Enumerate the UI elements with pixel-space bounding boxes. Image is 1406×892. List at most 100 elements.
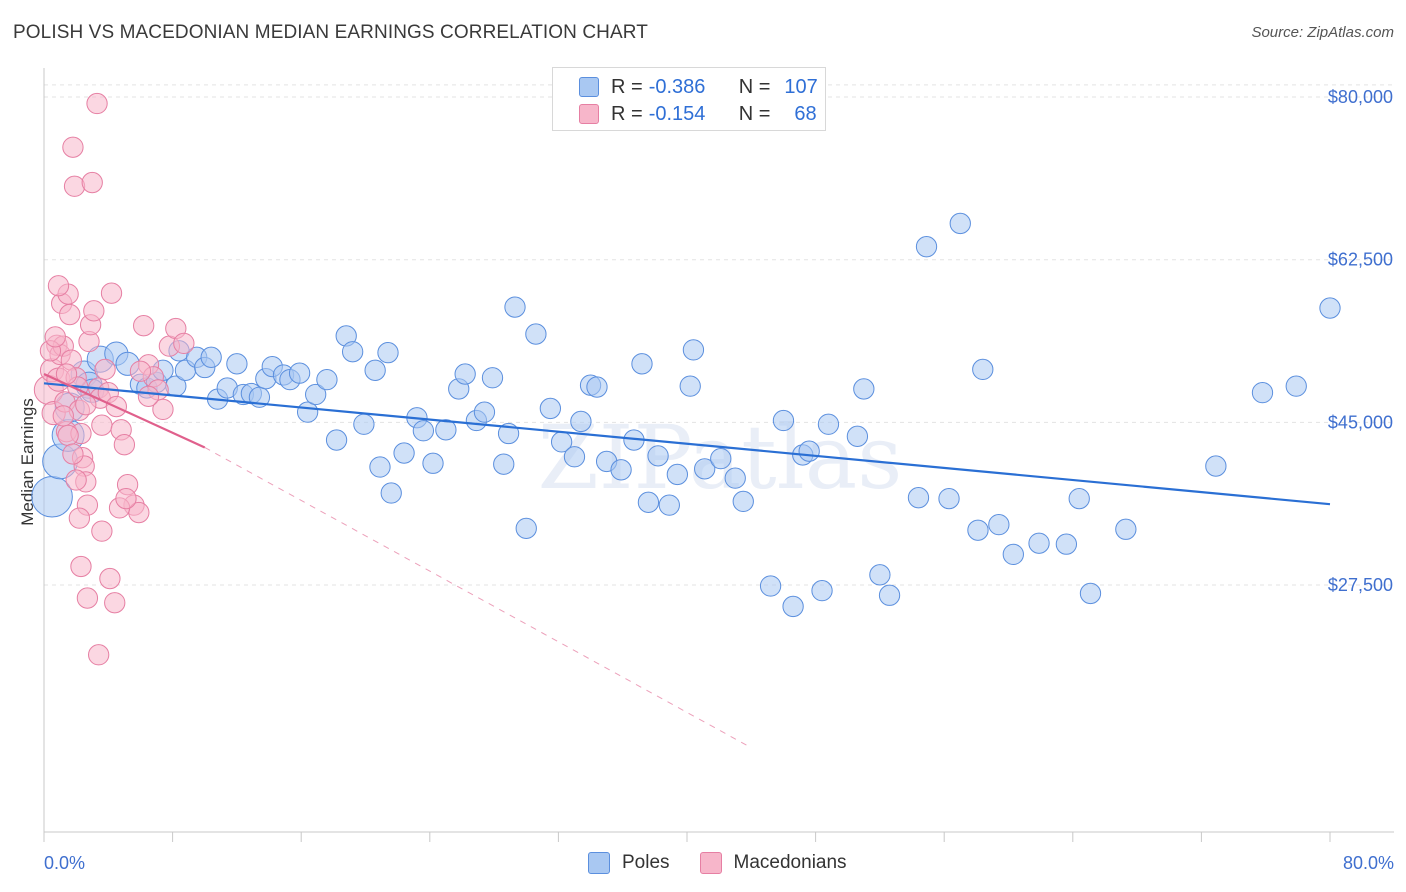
trend-lines	[43, 373, 1331, 749]
macedonians-point	[59, 303, 81, 326]
poles-point	[782, 595, 804, 618]
poles-point	[637, 491, 660, 513]
macedonians-point	[44, 326, 66, 348]
poles-point	[679, 375, 701, 397]
legend-n-label: N =	[738, 102, 771, 125]
macedonians-point	[47, 275, 70, 297]
poles-point	[682, 339, 705, 361]
legend-item-poles[interactable]: Poles	[588, 852, 670, 874]
poles-point	[1028, 532, 1050, 554]
chart-title: POLISH VS MACEDONIAN MEDIAN EARNINGS COR…	[13, 22, 648, 43]
grid-lines	[44, 84, 1394, 586]
legend-swatch-poles	[579, 77, 599, 97]
poles-point	[369, 456, 391, 478]
legend-n-value-macedonians: 68	[794, 102, 817, 125]
poles-point	[563, 446, 586, 468]
y-tick-label: $62,500	[1328, 250, 1393, 270]
macedonians-point	[76, 587, 99, 609]
poles-point	[988, 513, 1010, 536]
legend-swatch-macedonians	[699, 852, 722, 874]
macedonians-point	[62, 136, 84, 158]
poles-point	[1079, 582, 1102, 605]
poles-point	[353, 413, 375, 435]
poles-point	[586, 376, 608, 398]
macedonians-trend-extension	[204, 447, 752, 749]
legend-r-label: R =	[611, 102, 643, 125]
poles-point	[846, 425, 869, 447]
poles-point	[226, 353, 248, 375]
macedonians-point	[100, 282, 123, 304]
poles-point	[316, 368, 338, 391]
macedonians-point	[75, 394, 97, 416]
legend-row-poles: R = -0.386 N = 107	[579, 75, 818, 99]
macedonians-point	[91, 414, 113, 436]
legend-n-label: N =	[738, 75, 771, 98]
macedonians-point	[65, 469, 87, 491]
poles-point	[1068, 487, 1090, 510]
series-legend: Poles Macedonians	[588, 852, 877, 874]
macedonians-point	[81, 171, 103, 194]
poles-point	[972, 358, 994, 381]
legend-swatch-macedonians	[579, 104, 599, 124]
macedonians-point	[99, 567, 121, 590]
poles-point	[1251, 381, 1274, 404]
poles-point	[1285, 375, 1307, 397]
macedonians-point	[133, 315, 155, 337]
stats-legend: R = -0.386 N = 107 R = -0.154 N = 68	[552, 67, 826, 131]
macedonians-point	[83, 300, 105, 322]
y-tick-label: $45,000	[1328, 412, 1393, 432]
macedonians-point	[94, 358, 116, 381]
macedonians-point	[152, 398, 174, 421]
poles-point	[878, 584, 901, 606]
macedonians-point	[137, 385, 160, 408]
macedonians-trend-line	[43, 373, 206, 449]
legend-r-value-macedonians: -0.154	[648, 102, 706, 125]
poles-point	[666, 463, 689, 486]
poles-point	[869, 564, 891, 586]
macedonians-point	[88, 644, 110, 666]
legend-r-label: R =	[611, 75, 643, 98]
macedonians-point	[104, 592, 126, 614]
macedonians-point	[62, 443, 84, 465]
y-tick-label: $27,500	[1328, 575, 1393, 595]
legend-r-value-poles: -0.386	[648, 75, 706, 98]
poles-point	[772, 409, 795, 432]
poles-point	[380, 482, 402, 504]
y-tick-labels: $27,500 $45,000 $62,500 $80,000	[1328, 87, 1393, 595]
macedonians-point	[91, 520, 113, 542]
x-ticks	[43, 832, 1331, 842]
poles-point	[341, 341, 364, 363]
y-tick-label: $80,000	[1328, 87, 1393, 107]
poles-point	[377, 342, 399, 364]
poles-point	[631, 353, 653, 375]
poles-point	[454, 363, 476, 385]
poles-point	[1115, 518, 1137, 540]
macedonians-point	[70, 555, 92, 578]
poles-point	[938, 487, 960, 510]
legend-item-macedonians[interactable]: Macedonians	[699, 852, 847, 874]
poles-point	[570, 410, 592, 433]
macedonians-point	[57, 424, 79, 447]
poles-point	[658, 494, 680, 516]
x-tick-label-min: 0.0%	[44, 853, 85, 873]
poles-point	[1205, 455, 1227, 477]
poles-point	[325, 429, 348, 451]
poles-point	[949, 212, 971, 235]
macedonians-point	[52, 405, 74, 427]
poles-point	[305, 383, 327, 406]
poles-point	[798, 440, 820, 462]
macedonians-point	[173, 332, 195, 355]
poles-point	[759, 575, 782, 597]
poles-point	[422, 452, 444, 474]
poles-point	[493, 453, 515, 475]
macedonians-point	[68, 507, 91, 529]
legend-n-value-poles: 107	[784, 75, 818, 98]
x-tick-label-max: 80.0%	[1343, 853, 1394, 873]
poles-point	[1055, 533, 1078, 555]
legend-row-macedonians: R = -0.154 N = 68	[579, 102, 817, 126]
source-credit: Source: ZipAtlas.com	[1251, 24, 1394, 41]
macedonians-point	[129, 360, 152, 382]
legend-label-poles: Poles	[622, 852, 670, 873]
poles-point	[967, 519, 989, 541]
poles-point	[473, 401, 496, 423]
